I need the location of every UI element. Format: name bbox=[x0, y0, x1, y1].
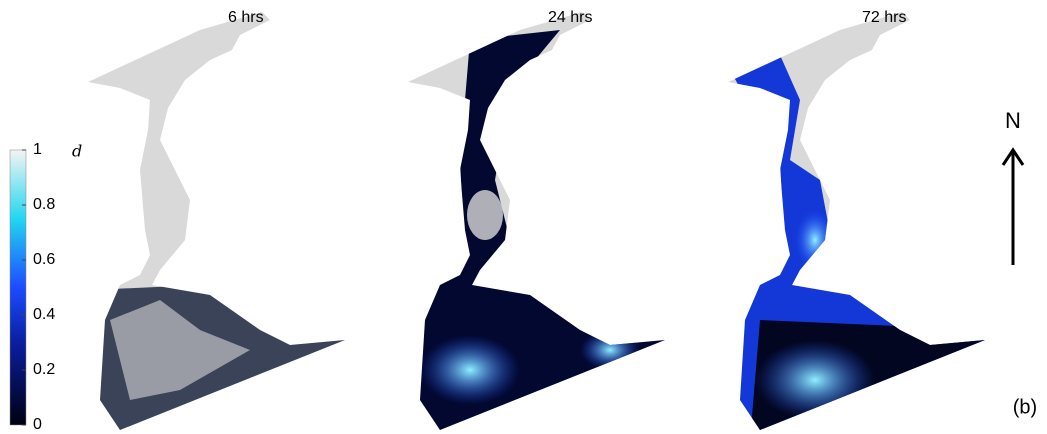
north-label: N bbox=[1005, 108, 1021, 133]
colorbar: d 0 0.2 0.4 0.6 0.8 1 bbox=[9, 141, 82, 433]
colorbar-tick-label: 0.4 bbox=[33, 306, 55, 323]
colorbar-tick-label: 0.2 bbox=[33, 361, 55, 378]
panel-label: 6 hrs bbox=[228, 9, 264, 26]
panel-label: 24 hrs bbox=[548, 9, 592, 26]
colorbar-tick-label: 0 bbox=[33, 416, 42, 433]
colorbar-tick-label: 0.6 bbox=[33, 251, 55, 268]
panel-label: 72 hrs bbox=[862, 9, 906, 26]
map-panel: 24 hrs bbox=[408, 9, 665, 430]
figure-label: (b) bbox=[1013, 396, 1037, 418]
colorbar-symbol: d bbox=[72, 142, 82, 161]
map-panel: 6 hrs bbox=[88, 9, 345, 430]
map-panel: 72 hrs bbox=[728, 9, 985, 430]
colorbar-tick-label: 0.8 bbox=[33, 196, 55, 213]
north-arrowhead bbox=[1001, 147, 1025, 166]
colorbar-tick-label: 1 bbox=[33, 141, 42, 158]
colorbar-gradient bbox=[9, 149, 27, 426]
